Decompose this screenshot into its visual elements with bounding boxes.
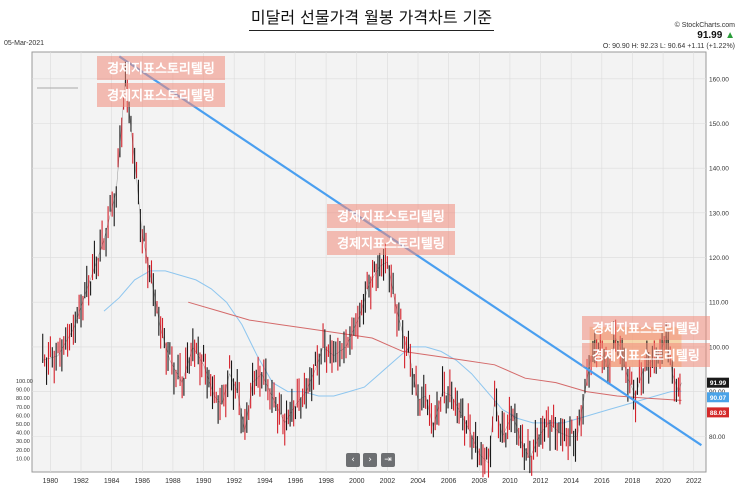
x-tick-label: 1982: [73, 478, 89, 485]
watermark-text: 경제지표스토리텔링: [107, 61, 215, 77]
page-title: 미달러 선물가격 월봉 가격차트 기준: [0, 4, 743, 31]
y-tick-label: 150.00: [709, 121, 729, 128]
x-tick-label: 1998: [318, 478, 334, 485]
watermark-text: 경제지표스토리텔링: [337, 209, 445, 225]
chart-date: 05-Mar-2021: [4, 40, 45, 47]
watermark-text: 경제지표스토리텔링: [107, 88, 215, 104]
left-axis-tick-label: 80.00: [16, 396, 30, 402]
x-tick-label: 1992: [226, 478, 242, 485]
y-tick-label: 130.00: [709, 210, 729, 217]
price-badge: [707, 377, 729, 388]
watermark-box: [582, 316, 710, 340]
watermark-text: 경제지표스토리텔링: [337, 236, 445, 252]
scroll-left-button[interactable]: ‹: [346, 453, 360, 467]
x-tick-label: 1994: [257, 478, 273, 485]
y-tick-label: 160.00: [709, 76, 729, 83]
watermark-text: 경제지표스토리텔링: [592, 348, 700, 364]
x-tick-label: 2008: [472, 478, 488, 485]
left-axis-tick-label: 100.00: [16, 379, 33, 385]
ohlc-readout: O: 90.90 H: 92.23 L: 90.64 +1.11 (+1.22%…: [602, 43, 735, 50]
x-tick-label: 1996: [288, 478, 304, 485]
watermark-box: [327, 231, 455, 255]
x-tick-label: 1984: [104, 478, 120, 485]
x-tick-label: 2002: [380, 478, 396, 485]
x-tick-label: 2000: [349, 478, 365, 485]
price-badge: [707, 407, 729, 418]
last-price: 91.99 ▲: [697, 30, 735, 41]
left-axis-tick-label: 20.00: [16, 448, 30, 454]
watermark-box: [97, 83, 225, 107]
price-badge-label: 91.99: [710, 380, 727, 387]
left-axis-tick-label: 10.00: [16, 456, 30, 462]
watermark-box: [97, 56, 225, 80]
y-tick-label: 120.00: [709, 255, 729, 262]
x-tick-label: 2022: [686, 478, 702, 485]
up-arrow-icon: ▲: [725, 30, 735, 41]
source-credit: © StockCharts.com: [674, 22, 735, 29]
left-axis-tick-label: 90.00: [16, 388, 30, 394]
x-tick-label: 1988: [165, 478, 181, 485]
x-tick-label: 1980: [43, 478, 59, 485]
watermark-box: [582, 343, 710, 367]
x-tick-label: 2004: [410, 478, 426, 485]
x-tick-label: 2020: [655, 478, 671, 485]
left-axis-tick-label: 40.00: [16, 431, 30, 437]
watermark-box: [327, 204, 455, 228]
left-axis-tick-label: 30.00: [16, 439, 30, 445]
watermark-text: 경제지표스토리텔링: [592, 321, 700, 337]
x-tick-label: 1986: [135, 478, 151, 485]
scroll-right-button[interactable]: ›: [363, 453, 377, 467]
y-tick-label: 80.00: [709, 434, 726, 441]
x-tick-label: 2014: [563, 478, 579, 485]
left-axis-tick-label: 60.00: [16, 413, 30, 419]
x-tick-label: 2012: [533, 478, 549, 485]
price-badge: [707, 392, 729, 403]
x-tick-label: 2010: [502, 478, 518, 485]
x-tick-label: 1990: [196, 478, 212, 485]
left-axis-tick-label: 50.00: [16, 422, 30, 428]
price-badge-label: 90.07: [710, 395, 727, 402]
x-tick-label: 2006: [441, 478, 457, 485]
left-axis-tick-label: 70.00: [16, 405, 30, 411]
y-tick-label: 110.00: [709, 300, 729, 307]
plot-area: [31, 51, 707, 473]
scroll-end-button[interactable]: ⇥: [381, 453, 395, 467]
x-tick-label: 2018: [625, 478, 641, 485]
last-price-value: 91.99: [697, 30, 723, 41]
y-tick-label: 140.00: [709, 166, 729, 173]
ma-short-line: [103, 270, 682, 424]
price-badge-label: 88.03: [710, 410, 727, 417]
ma-long-line: [188, 301, 682, 401]
x-tick-label: 2016: [594, 478, 610, 485]
y-tick-label: 100.00: [709, 344, 729, 351]
